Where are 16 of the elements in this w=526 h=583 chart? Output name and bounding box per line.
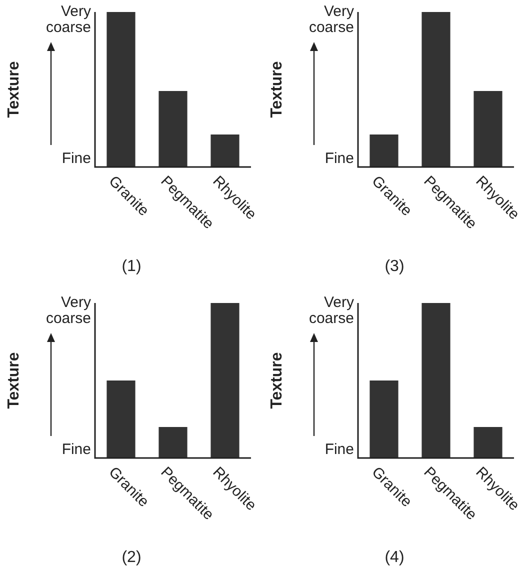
text: (4) [384,549,406,567]
text: Fine [324,441,354,458]
text: (1) [120,258,142,276]
y-axis-title: Texture [268,352,286,409]
text: Very coarse [308,294,354,327]
text: (2) [120,549,142,567]
text: Fine [324,150,354,167]
text: Very coarse [308,3,354,36]
text: Very coarse [44,3,91,36]
y-axis-title: Texture [268,61,286,118]
text: Fine [60,441,91,458]
y-axis-title: Texture [5,61,22,118]
text: (3) [384,258,406,276]
text: Very coarse [44,294,91,327]
y-axis-title: Texture [5,352,22,409]
text: Fine [60,150,91,167]
